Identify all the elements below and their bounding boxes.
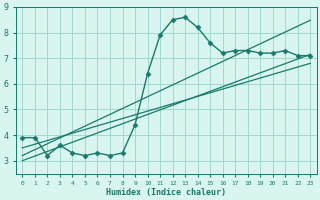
X-axis label: Humidex (Indice chaleur): Humidex (Indice chaleur) xyxy=(106,188,226,197)
